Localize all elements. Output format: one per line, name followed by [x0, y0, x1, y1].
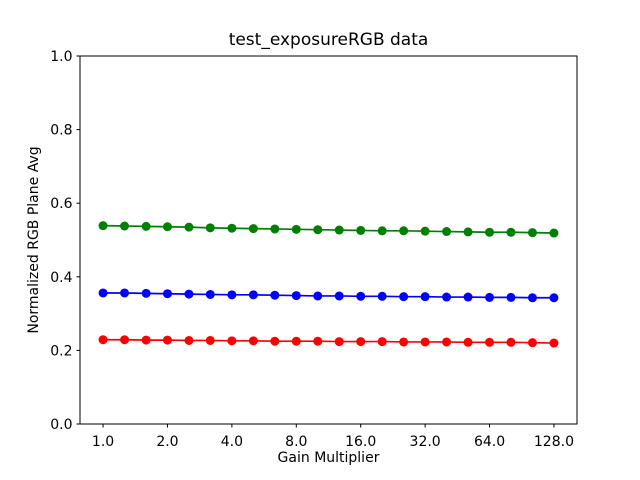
data-point-blue-channel: [313, 291, 323, 301]
data-point-red-channel: [98, 335, 108, 345]
data-point-red-channel: [248, 336, 258, 346]
x-tick-label: 2.0: [156, 434, 178, 450]
data-point-blue-channel: [270, 290, 280, 300]
data-point-green-channel: [442, 227, 452, 237]
data-point-red-channel: [162, 335, 172, 345]
data-point-green-channel: [162, 222, 172, 232]
y-tick-label: 0.0: [50, 417, 72, 433]
data-point-green-channel: [527, 228, 537, 238]
data-point-blue-channel: [485, 292, 495, 302]
x-tick-label: 1.0: [92, 434, 114, 450]
x-axis-label: Gain Multiplier: [278, 450, 380, 466]
data-point-green-channel: [377, 226, 387, 236]
x-tick-label: 128.0: [534, 434, 574, 450]
data-point-green-channel: [120, 221, 130, 231]
data-point-green-channel: [205, 223, 215, 233]
data-point-blue-channel: [227, 290, 237, 300]
data-point-blue-channel: [162, 289, 172, 299]
y-tick-label: 0.8: [50, 123, 72, 139]
data-point-green-channel: [463, 227, 473, 237]
data-point-blue-channel: [399, 292, 409, 302]
data-point-green-channel: [184, 222, 194, 232]
data-point-blue-channel: [248, 290, 258, 300]
data-point-blue-channel: [120, 288, 130, 298]
data-point-green-channel: [227, 223, 237, 233]
y-tick-label: 0.2: [50, 343, 72, 359]
x-tick-label: 16.0: [345, 434, 376, 450]
data-point-blue-channel: [141, 288, 151, 298]
data-point-red-channel: [399, 337, 409, 347]
data-point-blue-channel: [291, 291, 301, 301]
chart-title: test_exposureRGB data: [229, 30, 429, 50]
data-point-blue-channel: [205, 289, 215, 299]
x-tick-label: 4.0: [221, 434, 243, 450]
y-tick-label: 0.4: [50, 270, 72, 286]
data-point-green-channel: [549, 228, 559, 238]
y-axis-label: Normalized RGB Plane Avg: [26, 146, 42, 333]
data-point-red-channel: [270, 336, 280, 346]
data-point-green-channel: [334, 225, 344, 235]
data-point-blue-channel: [463, 292, 473, 302]
data-point-red-channel: [485, 337, 495, 347]
data-point-red-channel: [334, 337, 344, 347]
data-point-blue-channel: [549, 293, 559, 303]
data-point-green-channel: [420, 226, 430, 236]
series-line-red-channel: [103, 338, 554, 344]
data-point-blue-channel: [98, 288, 108, 298]
data-point-green-channel: [141, 221, 151, 231]
x-tick-label: 64.0: [474, 434, 505, 450]
data-point-red-channel: [527, 338, 537, 348]
y-tick-label: 0.6: [50, 196, 72, 212]
x-tick-label: 8.0: [285, 434, 307, 450]
data-point-blue-channel: [377, 291, 387, 301]
data-point-red-channel: [184, 335, 194, 345]
data-point-red-channel: [463, 337, 473, 347]
data-point-red-channel: [291, 336, 301, 346]
data-point-red-channel: [377, 337, 387, 347]
data-point-red-channel: [313, 336, 323, 346]
data-point-green-channel: [98, 221, 108, 231]
data-point-red-channel: [420, 337, 430, 347]
data-point-red-channel: [549, 338, 559, 348]
data-point-red-channel: [205, 335, 215, 345]
data-point-red-channel: [356, 337, 366, 347]
data-point-red-channel: [506, 337, 516, 347]
data-point-green-channel: [356, 225, 366, 235]
data-point-red-channel: [442, 337, 452, 347]
data-point-green-channel: [399, 226, 409, 236]
data-point-green-channel: [291, 224, 301, 234]
data-point-blue-channel: [442, 292, 452, 302]
data-point-green-channel: [485, 227, 495, 237]
data-point-green-channel: [248, 224, 258, 234]
data-point-blue-channel: [184, 289, 194, 299]
data-point-blue-channel: [334, 291, 344, 301]
plot-area: [79, 55, 578, 425]
series-line-blue-channel: [103, 292, 554, 299]
data-point-blue-channel: [356, 291, 366, 301]
data-point-blue-channel: [420, 292, 430, 302]
data-point-red-channel: [227, 336, 237, 346]
data-point-green-channel: [313, 225, 323, 235]
x-tick-label: 32.0: [410, 434, 441, 450]
data-point-green-channel: [270, 224, 280, 234]
data-point-blue-channel: [506, 292, 516, 302]
y-tick-label: 1.0: [50, 49, 72, 65]
series-line-green-channel: [103, 224, 554, 234]
data-point-blue-channel: [527, 293, 537, 303]
data-point-red-channel: [120, 335, 130, 345]
data-point-green-channel: [506, 227, 516, 237]
data-point-red-channel: [141, 335, 151, 345]
